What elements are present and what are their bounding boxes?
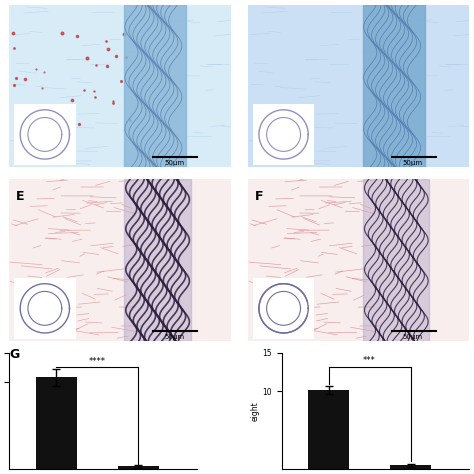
Bar xyxy=(36,377,77,469)
Text: 50μm: 50μm xyxy=(164,334,184,340)
Text: G: G xyxy=(9,348,20,361)
Text: 50μm: 50μm xyxy=(164,160,184,166)
Text: F: F xyxy=(255,190,264,203)
Y-axis label: eight: eight xyxy=(250,401,259,421)
Bar xyxy=(124,5,186,167)
Bar xyxy=(308,390,349,469)
Bar xyxy=(363,5,425,167)
Text: ****: **** xyxy=(89,357,106,366)
Text: ***: *** xyxy=(363,356,376,365)
Text: E: E xyxy=(16,190,25,203)
Text: 50μm: 50μm xyxy=(403,160,423,166)
Bar xyxy=(363,179,429,341)
Text: 50μm: 50μm xyxy=(403,334,423,340)
Bar xyxy=(118,466,159,469)
Bar xyxy=(390,465,431,469)
Bar xyxy=(124,179,191,341)
